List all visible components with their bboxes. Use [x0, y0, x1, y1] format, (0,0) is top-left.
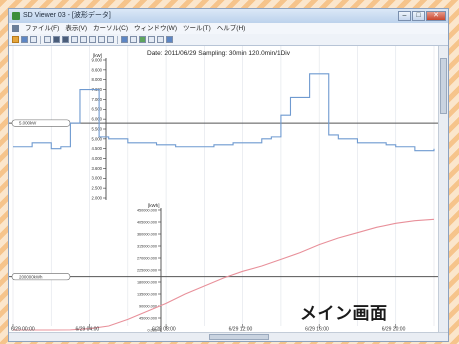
x-tick-label: 6/29 04:00: [76, 327, 100, 333]
menu-window[interactable]: ウィンドウ(W): [134, 25, 177, 32]
settings-icon[interactable]: [148, 36, 155, 43]
y-tick-label: 3.000: [92, 176, 103, 181]
y-axis-unit: [kWh]: [148, 203, 160, 208]
cursor-b-icon[interactable]: [80, 36, 87, 43]
threshold-label: 5.000kW: [19, 121, 37, 126]
horizontal-scrollbar[interactable]: [9, 332, 448, 341]
waveform-svg: [kW]9.0008.6008.0007.6007.0006.5006.0005…: [9, 46, 438, 332]
close-button[interactable]: ✕: [426, 11, 446, 21]
menu-file[interactable]: ファイル(F): [25, 25, 60, 32]
y-tick-label: 5.000: [92, 136, 103, 141]
menu-tools[interactable]: ツール(T): [182, 25, 211, 32]
y-tick-label: 225000.000: [137, 268, 157, 272]
window-tile-icon[interactable]: [157, 36, 164, 43]
energy-series-line: [13, 218, 435, 331]
app-window: SD Viewer 03 - [波形データ] – □ ✕ ファイル(F) 表示(…: [8, 8, 449, 342]
x-tick-label: 6/29 20:00: [382, 327, 406, 333]
y-tick-label: 45000.000: [139, 316, 157, 320]
y-tick-label: 2.000: [92, 195, 103, 200]
x-tick-label: 6/29 00:00: [11, 327, 35, 333]
y-tick-label: 405000.000: [137, 220, 157, 224]
split-view-icon[interactable]: [62, 36, 69, 43]
y-axis-unit: [kW]: [93, 53, 102, 58]
grid-icon[interactable]: [44, 36, 51, 43]
y-tick-label: 360000.000: [137, 232, 157, 236]
chart-icon[interactable]: [121, 36, 128, 43]
marker-icon[interactable]: [139, 36, 146, 43]
title-bar: SD Viewer 03 - [波形データ] – □ ✕: [9, 9, 448, 23]
threshold-badge: [11, 273, 71, 281]
toolbar-separator: [40, 35, 41, 44]
display-mode-icon[interactable]: [53, 36, 60, 43]
main-screen-caption: メイン画面: [300, 304, 388, 323]
menu-cursor[interactable]: カーソル(C): [92, 25, 129, 32]
fit-icon[interactable]: [107, 36, 114, 43]
y-tick-label: 2.500: [92, 186, 103, 191]
x-tick-label: 6/29 16:00: [305, 327, 329, 333]
x-tick-label: 6/29 08:00: [152, 327, 176, 333]
y-tick-label: 8.600: [92, 67, 103, 72]
menu-bar: ファイル(F) 表示(V) カーソル(C) ウィンドウ(W) ツール(T) ヘル…: [9, 23, 448, 34]
waveform-chart[interactable]: [kW] 9.000 8.600 8.000 7.600 7.000 6.500 6.000 5…: [9, 46, 438, 332]
y-tick-label: 180000.000: [137, 280, 157, 284]
minimize-button[interactable]: –: [398, 11, 411, 21]
maximize-button[interactable]: □: [412, 11, 425, 21]
y-tick-label: 7.000: [92, 97, 103, 102]
y-tick-label: 5.500: [92, 126, 103, 131]
cursor-a-icon[interactable]: [71, 36, 78, 43]
vertical-scroll-thumb[interactable]: [440, 58, 447, 114]
y-tick-label: 9.000: [92, 57, 103, 62]
toolbar: [9, 34, 448, 46]
toolbar-separator: [117, 35, 118, 44]
open-folder-icon[interactable]: [12, 36, 19, 43]
menu-view[interactable]: 表示(V): [65, 25, 87, 32]
save-icon[interactable]: [21, 36, 28, 43]
zoom-out-icon[interactable]: [98, 36, 105, 43]
info-icon[interactable]: [166, 36, 173, 43]
chart-header: Date: 2011/06/29 Sampling: 30min 120.0mi…: [147, 50, 291, 57]
y-tick-label: 4.000: [92, 156, 103, 161]
y-tick-label: 6.500: [92, 107, 103, 112]
threshold-label: 200000kWh: [19, 274, 43, 279]
window-title: SD Viewer 03 - [波形データ]: [23, 12, 111, 19]
list-icon[interactable]: [130, 36, 137, 43]
y-tick-label: 450000.000: [137, 208, 157, 212]
y-tick-label: 3.600: [92, 166, 103, 171]
print-icon[interactable]: [30, 36, 37, 43]
app-icon: [12, 12, 20, 20]
x-tick-label: 6/29 12:00: [229, 327, 253, 333]
zoom-in-icon[interactable]: [89, 36, 96, 43]
document-icon: [12, 25, 19, 32]
y-tick-label: 4.500: [92, 146, 103, 151]
menu-help[interactable]: ヘルプ(H): [216, 25, 246, 32]
horizontal-scroll-thumb[interactable]: [209, 334, 269, 340]
y-tick-label: 0.000: [147, 328, 157, 332]
y-tick-label: 270000.000: [137, 256, 157, 260]
y-tick-label: 8.000: [92, 77, 103, 82]
y-tick-label: 90000.000: [139, 304, 157, 308]
power-series-line: [13, 73, 435, 152]
y-tick-label: 135000.000: [137, 292, 157, 296]
vertical-scrollbar[interactable]: [438, 46, 448, 332]
y-tick-label: 6.000: [92, 117, 103, 122]
y-tick-label: 315000.000: [137, 244, 157, 248]
